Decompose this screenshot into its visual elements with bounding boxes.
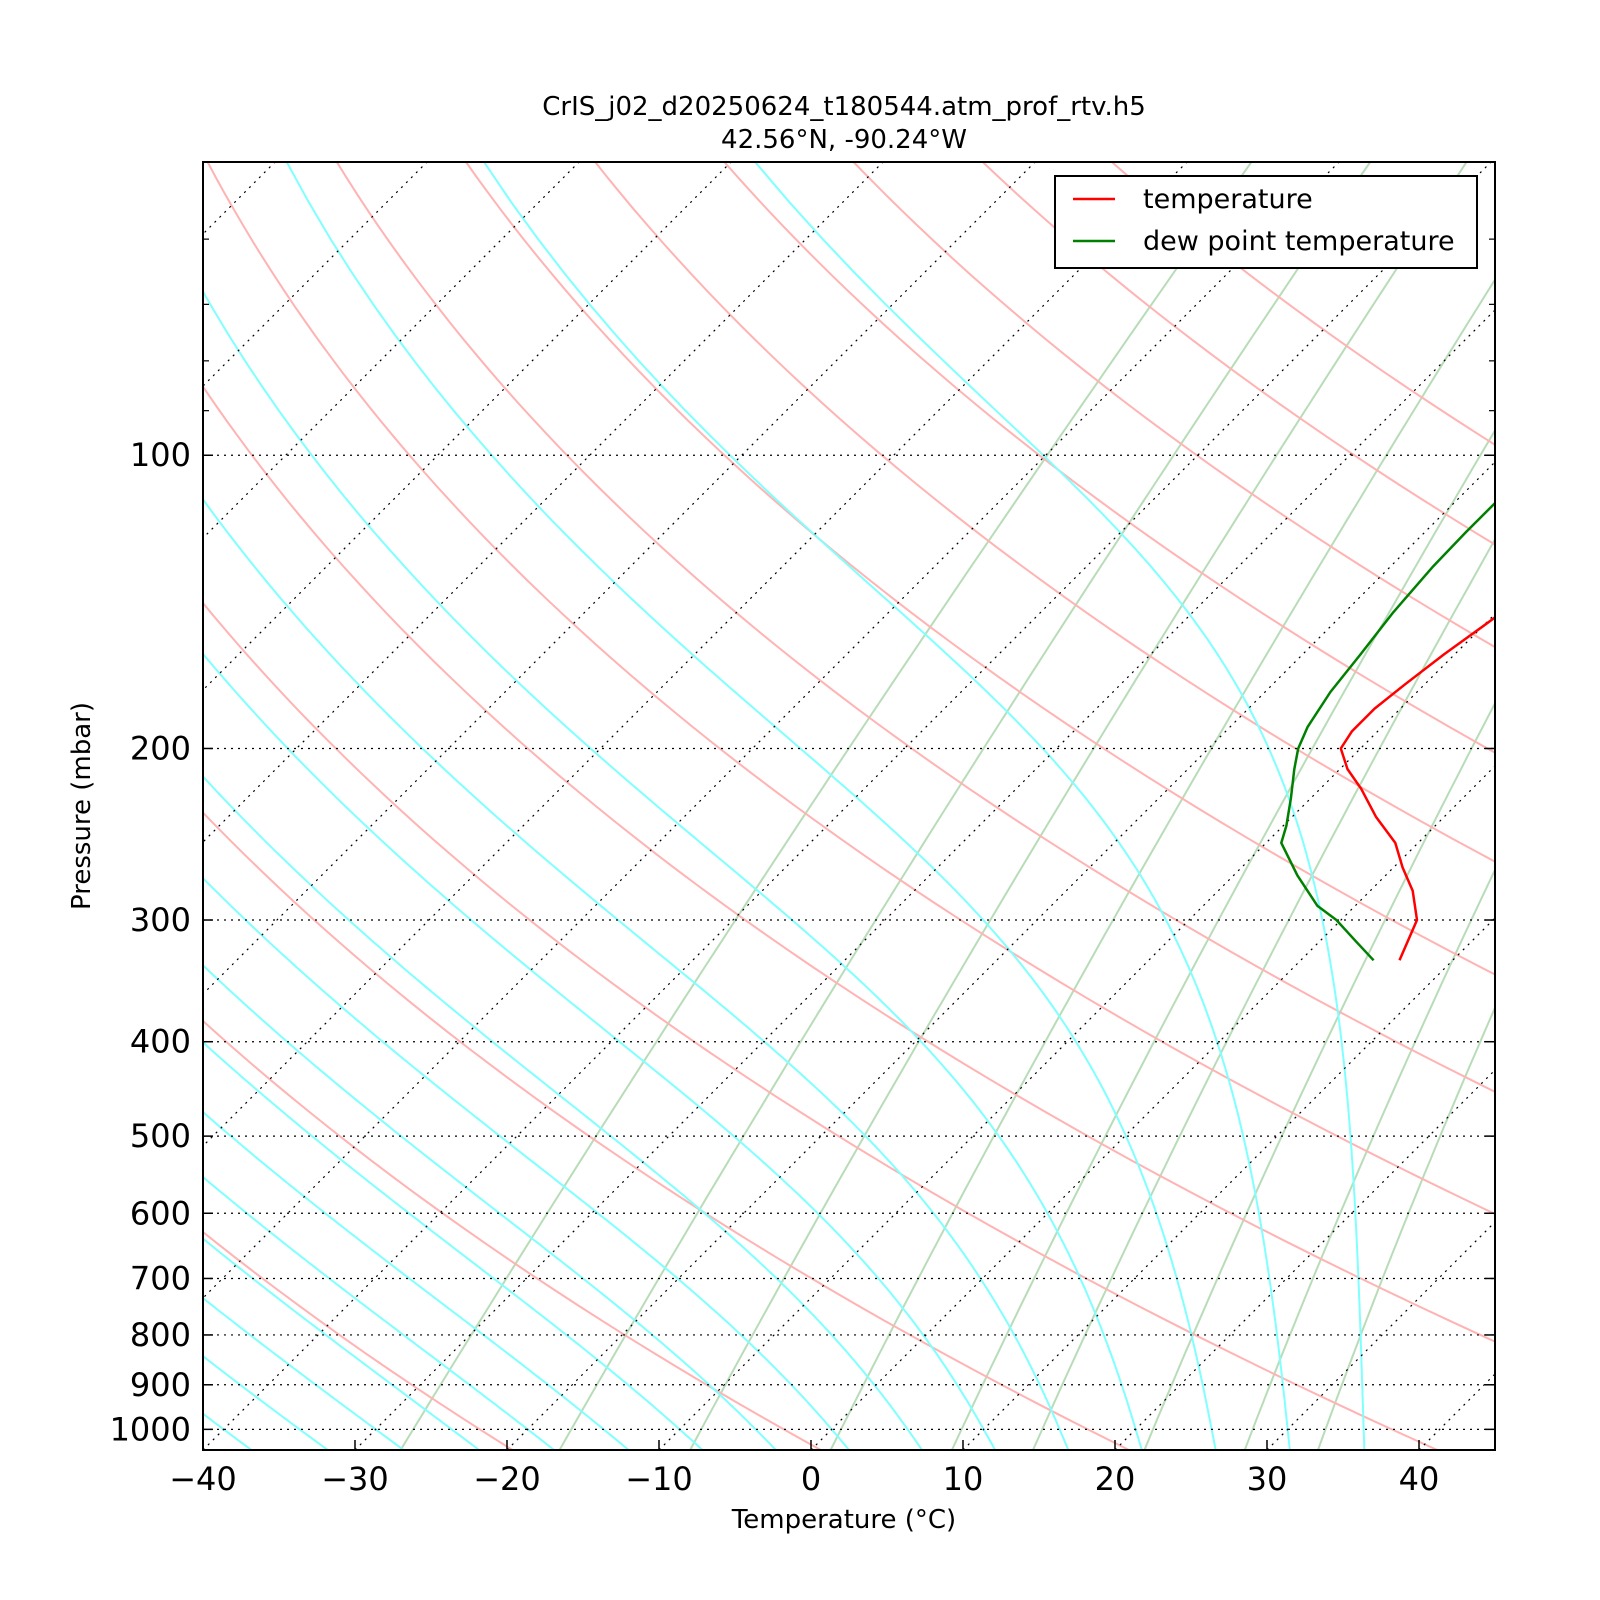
moist-adiabat-line xyxy=(285,162,1217,1450)
axis-ticks: −40 −30 −20 −10 0 10 20 30 40 100 200 300 400 500 600 7… xyxy=(110,161,1495,1498)
x-tick-label: −40 xyxy=(169,1460,237,1498)
isotherm-gridline xyxy=(203,162,884,843)
moist-adiabat-line xyxy=(203,1296,405,1450)
x-tick-label: −20 xyxy=(473,1460,541,1498)
mixing-ratio-line xyxy=(689,162,1468,1450)
x-tick-label: 30 xyxy=(1247,1460,1288,1498)
moist-adiabat-line xyxy=(483,162,1291,1450)
moist-adiabat-line xyxy=(203,1175,555,1450)
x-tick-label: 40 xyxy=(1399,1460,1440,1498)
moist-adiabat-line xyxy=(203,1040,704,1450)
y-tick-label: 800 xyxy=(130,1316,191,1354)
moist-adiabat-line xyxy=(754,162,1366,1450)
temperature-line xyxy=(1339,615,1495,961)
legend-box xyxy=(1054,175,1478,269)
moist-adiabat-line xyxy=(203,876,850,1450)
plot-frame xyxy=(202,161,1496,1451)
dry-adiabat-line xyxy=(465,162,1495,976)
legend-label-dew-point: dew point temperature xyxy=(1143,226,1455,257)
isotherm-gridline xyxy=(506,461,1495,1450)
isotherm-gridline xyxy=(354,309,1495,1450)
moist-adiabat-line xyxy=(203,963,777,1450)
dew-point-line xyxy=(1280,501,1495,962)
moist-adiabat-line xyxy=(203,497,1070,1450)
mixing-ratio-line xyxy=(1143,701,1495,1450)
mixing-ratio-line xyxy=(829,277,1495,1450)
legend-label-temperature: temperature xyxy=(1143,184,1313,215)
x-axis-label: Temperature (°C) xyxy=(731,1505,956,1535)
isotherm-gridline xyxy=(203,162,1340,1299)
dry-adiabat-line xyxy=(594,162,1495,863)
dry-adiabat-line xyxy=(203,1230,514,1450)
mixing-ratio-line xyxy=(558,162,1372,1450)
background-lines xyxy=(203,162,1495,1450)
isotherm-gridline xyxy=(203,162,1188,1147)
legend: temperature dew point temperature xyxy=(1054,175,1478,269)
isotherm-gridline xyxy=(658,613,1495,1450)
moist-adiabat-line xyxy=(203,775,923,1450)
x-tick-label: −30 xyxy=(321,1460,389,1498)
dry-adiabat-line xyxy=(1111,162,1495,446)
y-tick-label: 1000 xyxy=(110,1410,191,1448)
dry-adiabat-line xyxy=(203,384,1495,1343)
y-tick-label: 900 xyxy=(130,1366,191,1404)
mixing-ratio-line xyxy=(1243,867,1495,1450)
mixing-ratio-line xyxy=(1032,537,1495,1450)
dry-adiabat-line xyxy=(206,162,1495,1216)
y-tick-label: 600 xyxy=(130,1194,191,1232)
dry-adiabat-line xyxy=(723,162,1495,754)
isotherm-gridline xyxy=(810,765,1495,1450)
series-lines xyxy=(1280,501,1495,962)
dry-adiabat-line xyxy=(203,811,1130,1450)
x-tick-label: 0 xyxy=(801,1460,821,1498)
chart-subtitle: 42.56°N, -90.24°W xyxy=(721,125,967,155)
isotherm-gridline xyxy=(203,162,1492,1450)
moist-adiabat-line xyxy=(203,289,1143,1450)
grid-lines xyxy=(203,162,1495,1450)
mixing-ratio-line xyxy=(950,428,1495,1450)
x-tick-label: −10 xyxy=(625,1460,693,1498)
y-tick-label: 400 xyxy=(130,1023,191,1061)
mixing-ratio-line xyxy=(1317,1005,1495,1450)
y-axis-label: Pressure (mbar) xyxy=(67,702,97,910)
moist-adiabat-line xyxy=(203,1354,329,1450)
moist-adiabat-line xyxy=(203,652,996,1450)
y-tick-label: 200 xyxy=(130,729,191,767)
x-tick-label: 10 xyxy=(943,1460,984,1498)
dry-adiabat-line xyxy=(203,1019,822,1450)
moist-adiabat-line xyxy=(203,1237,480,1450)
isotherm-gridline xyxy=(203,162,1036,995)
y-tick-label: 500 xyxy=(130,1117,191,1155)
dry-adiabat-line xyxy=(852,162,1495,649)
y-tick-label: 300 xyxy=(130,901,191,939)
x-tick-label: 20 xyxy=(1095,1460,1136,1498)
mixing-ratio-line xyxy=(399,162,1253,1450)
dry-adiabat-line xyxy=(203,601,1438,1450)
y-tick-label: 100 xyxy=(130,436,191,474)
moist-adiabat-line xyxy=(203,1110,630,1450)
dry-adiabat-line xyxy=(982,162,1495,546)
y-tick-label: 700 xyxy=(130,1259,191,1297)
dry-adiabat-line xyxy=(335,162,1495,1093)
chart-title: CrIS_j02_d20250624_t180544.atm_prof_rtv.… xyxy=(542,92,1146,122)
